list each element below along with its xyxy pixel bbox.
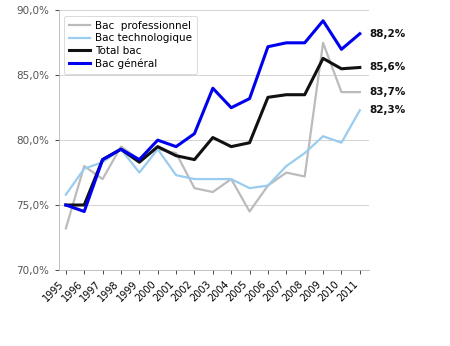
Bac  professionnel: [192, 186, 197, 190]
Bac  professionnel: [357, 90, 363, 94]
Bac général: [265, 45, 270, 49]
Total bac: [229, 145, 234, 149]
Bac général: [173, 145, 179, 149]
Total bac: [118, 147, 124, 151]
Bac technologique: [320, 134, 326, 138]
Bac technologique: [357, 108, 363, 112]
Total bac: [137, 160, 142, 164]
Bac général: [229, 106, 234, 110]
Bac  professionnel: [100, 177, 105, 181]
Total bac: [81, 203, 87, 207]
Total bac: [302, 93, 307, 97]
Bac  professionnel: [320, 41, 326, 45]
Bac général: [118, 147, 124, 151]
Text: 83,7%: 83,7%: [369, 87, 405, 97]
Bac général: [155, 138, 160, 142]
Total bac: [320, 56, 326, 61]
Total bac: [265, 95, 270, 99]
Bac technologique: [192, 177, 197, 181]
Bac  professionnel: [210, 190, 216, 194]
Total bac: [339, 67, 344, 71]
Bac technologique: [155, 147, 160, 151]
Total bac: [357, 65, 363, 70]
Line: Total bac: Total bac: [66, 58, 360, 205]
Bac général: [100, 157, 105, 162]
Bac technologique: [81, 166, 87, 171]
Bac  professionnel: [247, 209, 252, 213]
Line: Bac technologique: Bac technologique: [66, 110, 360, 194]
Line: Bac général: Bac général: [66, 21, 360, 211]
Bac général: [247, 97, 252, 101]
Bac  professionnel: [155, 147, 160, 151]
Bac technologique: [339, 141, 344, 145]
Bac  professionnel: [229, 177, 234, 181]
Bac général: [284, 41, 289, 45]
Bac technologique: [284, 164, 289, 168]
Text: 88,2%: 88,2%: [369, 29, 405, 39]
Total bac: [192, 157, 197, 162]
Bac général: [137, 157, 142, 162]
Total bac: [173, 154, 179, 158]
Bac technologique: [137, 171, 142, 175]
Bac  professionnel: [63, 226, 68, 230]
Bac général: [192, 131, 197, 136]
Bac général: [210, 86, 216, 90]
Bac technologique: [100, 160, 105, 164]
Total bac: [284, 93, 289, 97]
Bac  professionnel: [284, 171, 289, 175]
Bac  professionnel: [81, 164, 87, 168]
Bac général: [63, 203, 68, 207]
Bac général: [302, 41, 307, 45]
Bac général: [81, 209, 87, 213]
Bac  professionnel: [118, 145, 124, 149]
Total bac: [155, 145, 160, 149]
Bac technologique: [265, 183, 270, 188]
Total bac: [100, 157, 105, 162]
Bac  professionnel: [302, 174, 307, 179]
Bac général: [357, 31, 363, 36]
Bac technologique: [229, 177, 234, 181]
Bac  professionnel: [265, 183, 270, 188]
Legend: Bac  professionnel, Bac technologique, Total bac, Bac général: Bac professionnel, Bac technologique, To…: [64, 16, 197, 74]
Bac technologique: [63, 192, 68, 197]
Bac technologique: [173, 173, 179, 177]
Bac technologique: [118, 147, 124, 151]
Bac technologique: [210, 177, 216, 181]
Bac  professionnel: [137, 157, 142, 162]
Line: Bac  professionnel: Bac professionnel: [66, 43, 360, 228]
Bac  professionnel: [173, 151, 179, 155]
Text: 82,3%: 82,3%: [369, 105, 405, 115]
Bac  professionnel: [339, 90, 344, 94]
Bac général: [320, 19, 326, 23]
Total bac: [210, 135, 216, 139]
Bac technologique: [247, 186, 252, 190]
Total bac: [247, 141, 252, 145]
Bac technologique: [302, 151, 307, 155]
Text: 85,6%: 85,6%: [369, 63, 405, 72]
Total bac: [63, 203, 68, 207]
Bac général: [339, 47, 344, 51]
